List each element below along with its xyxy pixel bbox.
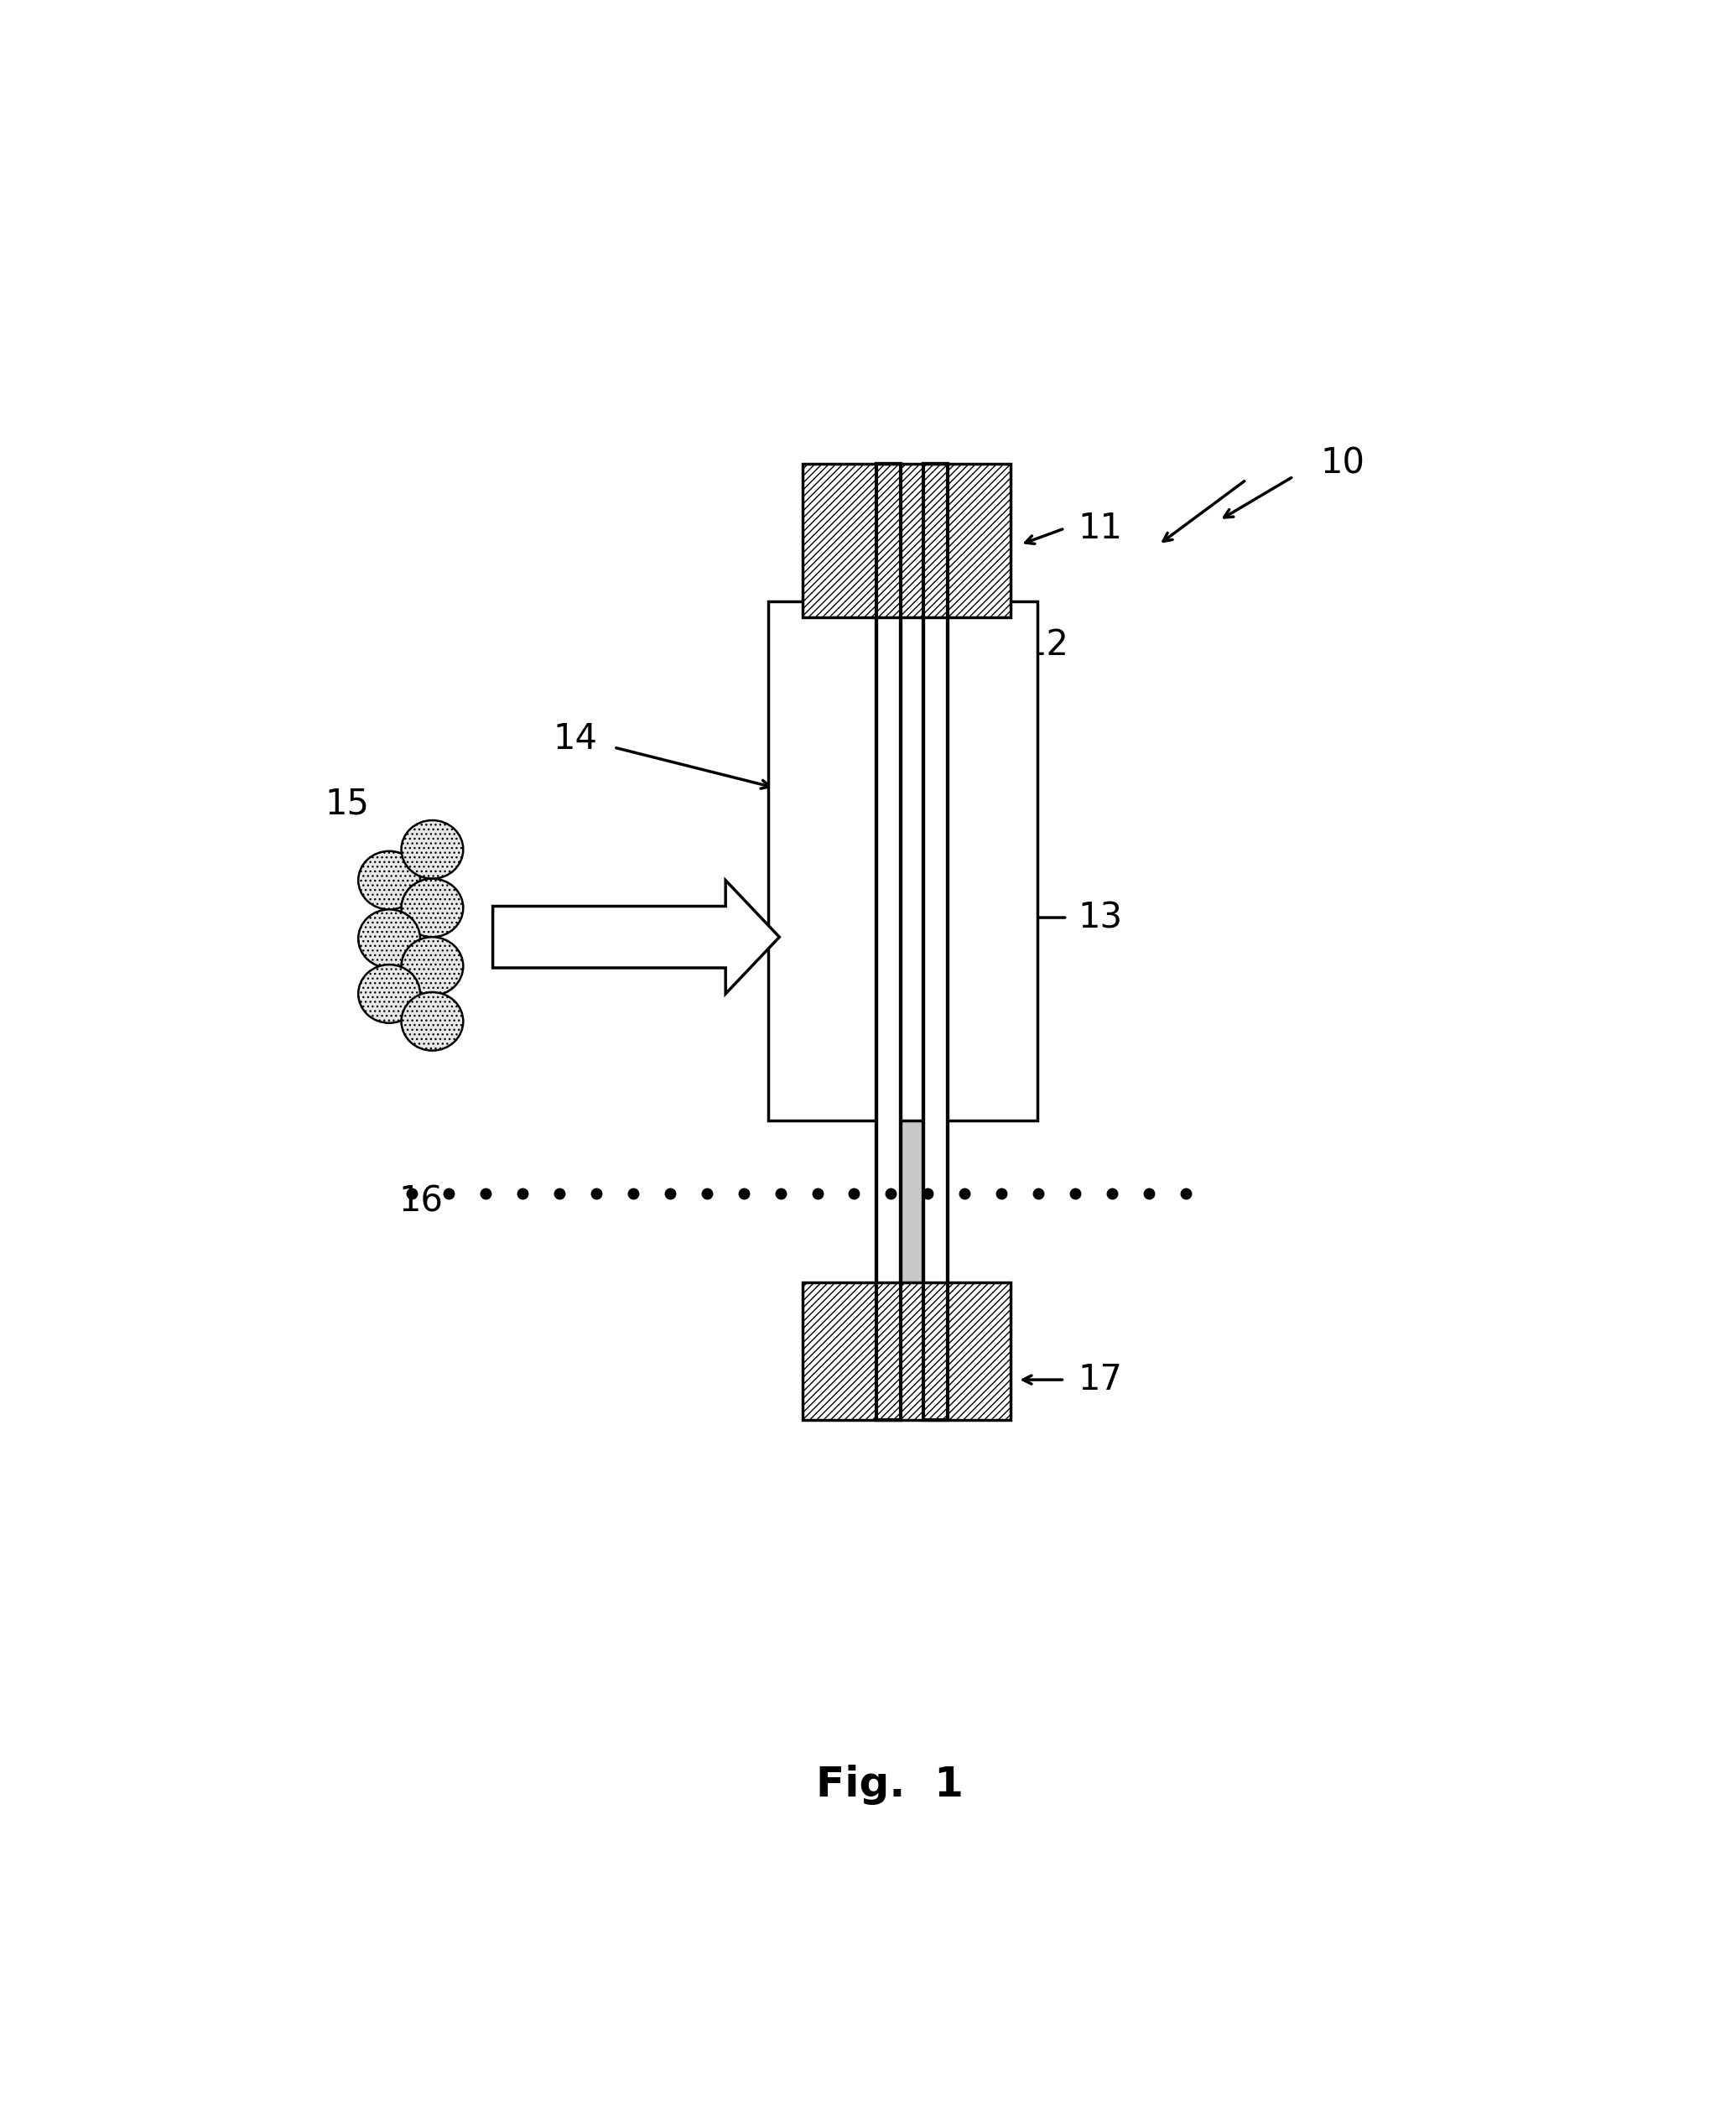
Bar — [877, 463, 901, 1419]
Ellipse shape — [358, 851, 420, 910]
Text: 14: 14 — [554, 722, 597, 756]
Ellipse shape — [401, 992, 464, 1051]
Ellipse shape — [401, 821, 464, 878]
Text: 16: 16 — [399, 1184, 443, 1219]
Bar — [901, 463, 924, 1419]
Text: 17: 17 — [1078, 1363, 1123, 1398]
Ellipse shape — [401, 878, 464, 937]
Ellipse shape — [401, 937, 464, 996]
Bar — [802, 463, 1010, 617]
Text: Fig.  1: Fig. 1 — [816, 1765, 963, 1805]
Bar — [802, 1283, 1010, 1419]
Text: 13: 13 — [1078, 899, 1123, 935]
Bar — [924, 463, 948, 1419]
Bar — [877, 463, 901, 1419]
Ellipse shape — [358, 910, 420, 969]
Ellipse shape — [358, 965, 420, 1024]
Bar — [924, 463, 948, 1419]
Bar — [769, 602, 1038, 1120]
Text: 15: 15 — [325, 786, 370, 821]
Text: 10: 10 — [1319, 446, 1364, 480]
Text: 12: 12 — [1024, 628, 1069, 663]
Text: 11: 11 — [1078, 512, 1123, 545]
FancyArrow shape — [493, 880, 779, 994]
